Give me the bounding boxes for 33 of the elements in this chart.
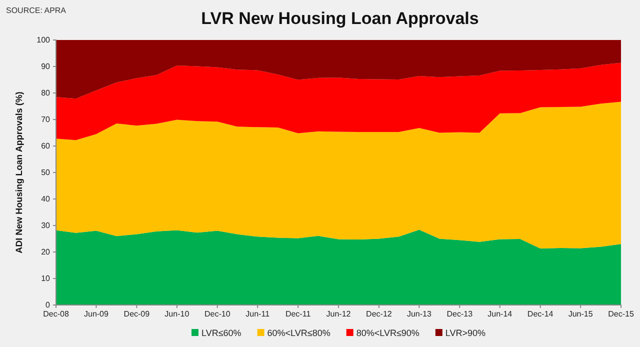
y-tick-label: 10 (41, 274, 51, 284)
x-tick-label: Dec-09 (124, 310, 150, 319)
chart-title: LVR New Housing Loan Approvals (201, 9, 479, 28)
y-tick-label: 70 (41, 115, 51, 124)
y-tick-label: 50 (41, 168, 51, 178)
x-tick-label: Jun-14 (488, 310, 513, 319)
x-tick-label: Jun-15 (568, 310, 594, 319)
y-axis-title: ADI New Housing Loan Approvals (%) (14, 92, 24, 254)
x-tick-label: Dec-14 (527, 310, 554, 319)
source-note: SOURCE: APRA (6, 6, 67, 15)
y-tick-label: 100 (36, 36, 51, 45)
x-tick-label: Jun-10 (164, 310, 190, 319)
y-tick-label: 90 (41, 62, 51, 72)
legend-label: LVR>90% (445, 328, 486, 338)
x-tick-label: Dec-12 (366, 310, 392, 319)
y-tick-label: 20 (41, 248, 51, 257)
y-tick-label: 40 (41, 194, 51, 204)
legend-label: 80%<LVR≤90% (356, 328, 420, 338)
x-tick-label: Dec-10 (204, 310, 231, 319)
x-tick-label: Dec-13 (446, 310, 474, 319)
legend-label: LVR≤60% (201, 328, 242, 338)
x-tick-label: Jun-09 (84, 310, 110, 319)
x-tick-label: Jun-12 (326, 310, 352, 319)
y-tick-label: 80 (41, 88, 51, 98)
x-tick-label: Dec-08 (43, 310, 70, 319)
x-tick-label: Dec-15 (608, 310, 634, 319)
x-tick-label: Dec-11 (285, 310, 312, 319)
y-tick-label: 0 (46, 300, 51, 310)
x-tick-label: Jun-13 (406, 310, 432, 319)
x-tick-label: Jun-11 (246, 310, 270, 319)
y-tick-label: 30 (41, 221, 51, 230)
legend-label: 60%<LVR≤80% (267, 328, 330, 338)
y-tick-label: 60 (41, 142, 51, 151)
